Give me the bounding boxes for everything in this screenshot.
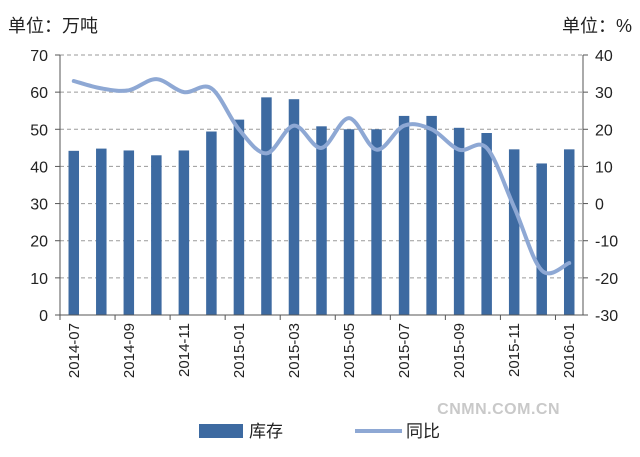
legend: 库存 同比 [199,422,440,441]
x-tick-label: 2014-09 [121,323,138,378]
bar [371,129,382,315]
right-tick-label: 40 [595,48,613,65]
bar [206,131,217,315]
right-tick-label: -30 [595,308,618,325]
bar [68,150,80,315]
right-axis-unit: 单位：% [561,16,632,36]
legend-swatch-inventory [199,424,243,438]
bar [398,115,410,316]
right-tick-label: 20 [595,122,613,139]
bar [316,126,327,315]
legend-label-inventory: 库存 [249,422,283,441]
grid-lines [60,54,583,279]
legend-label-yoy: 同比 [406,422,440,441]
left-tick-label: 50 [30,122,48,139]
left-tick-label: 70 [30,48,48,65]
watermark: CNMN.COM.CN [437,401,560,418]
bar [563,149,575,315]
left-tick-label: 10 [30,271,48,288]
left-tick-label: 40 [30,159,48,176]
bar [481,133,492,315]
left-y-axis-ticks: 0 10 20 30 40 50 60 70 [30,48,48,325]
yoy-line [71,77,572,276]
axes [55,54,588,320]
right-tick-label: 30 [595,85,613,102]
bar [288,99,300,315]
x-tick-label: 2015-07 [396,323,413,378]
left-tick-label: 60 [30,85,48,102]
x-axis-ticks: 2014-07 2014-09 2014-11 2015-01 2015-03 2015-… [66,323,578,378]
right-tick-label: 10 [595,159,613,176]
bar [508,149,520,315]
right-tick-label: -10 [595,234,618,251]
bar [261,97,272,315]
x-tick-label: 2015-03 [286,323,303,378]
x-tick-label: 2015-05 [341,323,358,378]
left-tick-label: 20 [30,234,48,251]
bar [96,148,107,315]
bar [536,163,547,315]
line-series-yoy [71,77,572,276]
left-tick-label: 30 [30,197,48,214]
right-tick-label: -20 [595,271,618,288]
bar [343,129,355,315]
right-y-axis-ticks: -30 -20 -10 0 10 20 30 40 [595,48,618,325]
x-tick-label: 2015-01 [231,323,248,378]
bar [123,150,135,315]
bar-series-inventory [68,97,575,316]
x-tick-label: 2015-09 [451,323,468,378]
left-axis-unit: 单位：万吨 [8,16,98,36]
right-tick-label: 0 [595,197,604,214]
x-tick-label: 2015-11 [506,323,523,377]
bar [233,119,245,315]
bar [151,155,162,315]
left-tick-label: 0 [39,308,48,325]
bar [426,115,437,316]
x-tick-label: 2014-07 [66,323,83,378]
x-tick-label: 2014-11 [176,323,193,377]
x-tick-label: 2016-01 [561,323,578,378]
bar [453,127,465,315]
bar [178,150,190,315]
